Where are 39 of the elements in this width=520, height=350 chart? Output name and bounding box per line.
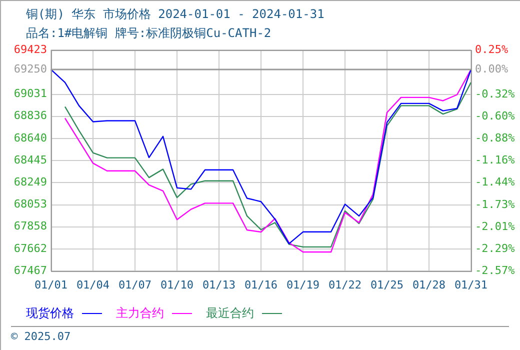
y2-tick-label: -1.16%	[475, 153, 516, 166]
legend-label: 最近合约	[206, 305, 254, 322]
x-tick-label: 01/16	[244, 278, 278, 292]
y-tick-label: 68640	[14, 131, 47, 144]
y-tick-label: 67858	[14, 220, 47, 233]
y-tick-label: 67467	[14, 264, 47, 277]
y2-tick-label: -0.88%	[475, 131, 516, 144]
y2-tick-label: -0.60%	[475, 109, 516, 122]
x-tick-label: 01/22	[328, 278, 362, 292]
y2-tick-label: -2.29%	[475, 242, 516, 255]
y-tick-label: 68053	[14, 198, 47, 211]
chart-title: 铜(期) 华东 市场价格 2024-01-01 - 2024-01-31	[26, 6, 324, 23]
y-tick-label: 68836	[14, 109, 47, 122]
x-tick-label: 01/19	[286, 278, 320, 292]
legend-label: 现货价格	[26, 305, 74, 322]
y-tick-label: 68249	[14, 176, 47, 189]
text: © 2025.07	[11, 330, 71, 343]
y2-tick-label: -0.32%	[475, 88, 516, 101]
x-tick-label: 01/28	[412, 278, 446, 292]
y2-tick-label: -2.57%	[475, 264, 516, 277]
y2-tick-label: -1.44%	[475, 175, 516, 188]
y2-tick-label: 0.00%	[475, 62, 508, 76]
y-tick-label: 69423	[14, 42, 47, 56]
y-tick-label: 69031	[14, 87, 47, 100]
x-tick-label: 01/10	[160, 278, 194, 292]
y-tick-label: 67662	[14, 242, 47, 255]
x-tick-label: 01/01	[34, 278, 68, 292]
y2-tick-label: -2.01%	[475, 220, 516, 233]
y2-tick-label: 0.25%	[475, 42, 508, 56]
y-tick-label: 69250	[14, 62, 47, 76]
x-tick-label: 01/07	[118, 278, 152, 292]
legend-label: 主力合约	[116, 305, 164, 322]
x-tick-label: 01/25	[370, 278, 404, 292]
y-tick-label: 68445	[14, 153, 47, 166]
x-tick-label: 01/13	[202, 278, 236, 292]
chart-subtitle: 品名:1#电解铜 牌号:标准阴极铜Cu-CATH-2	[26, 25, 272, 42]
x-tick-label: 01/31	[454, 278, 488, 292]
y2-tick-label: -1.73%	[475, 198, 516, 212]
x-tick-label: 01/04	[76, 278, 110, 292]
